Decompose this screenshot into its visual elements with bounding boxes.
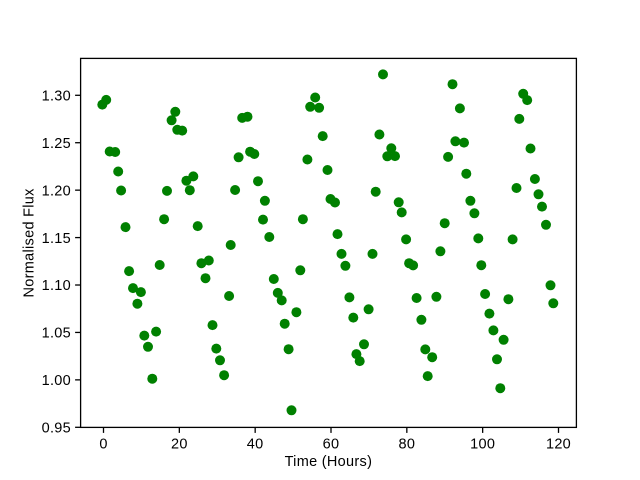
svg-text:80: 80 [398, 437, 415, 453]
svg-text:1.10: 1.10 [42, 278, 71, 294]
svg-text:0.95: 0.95 [42, 421, 71, 437]
svg-text:0: 0 [99, 437, 107, 453]
svg-text:100: 100 [470, 437, 495, 453]
svg-text:1.30: 1.30 [42, 88, 71, 104]
svg-text:20: 20 [171, 437, 188, 453]
svg-text:1.20: 1.20 [42, 183, 71, 199]
svg-text:60: 60 [323, 437, 340, 453]
svg-text:Time (Hours): Time (Hours) [285, 454, 373, 470]
svg-text:40: 40 [247, 437, 264, 453]
svg-text:1.15: 1.15 [42, 231, 71, 247]
svg-text:120: 120 [546, 437, 571, 453]
svg-text:1.05: 1.05 [42, 326, 71, 342]
svg-text:Normalised Flux: Normalised Flux [22, 188, 38, 298]
svg-text:1.25: 1.25 [42, 136, 71, 152]
svg-text:1.00: 1.00 [42, 373, 71, 389]
